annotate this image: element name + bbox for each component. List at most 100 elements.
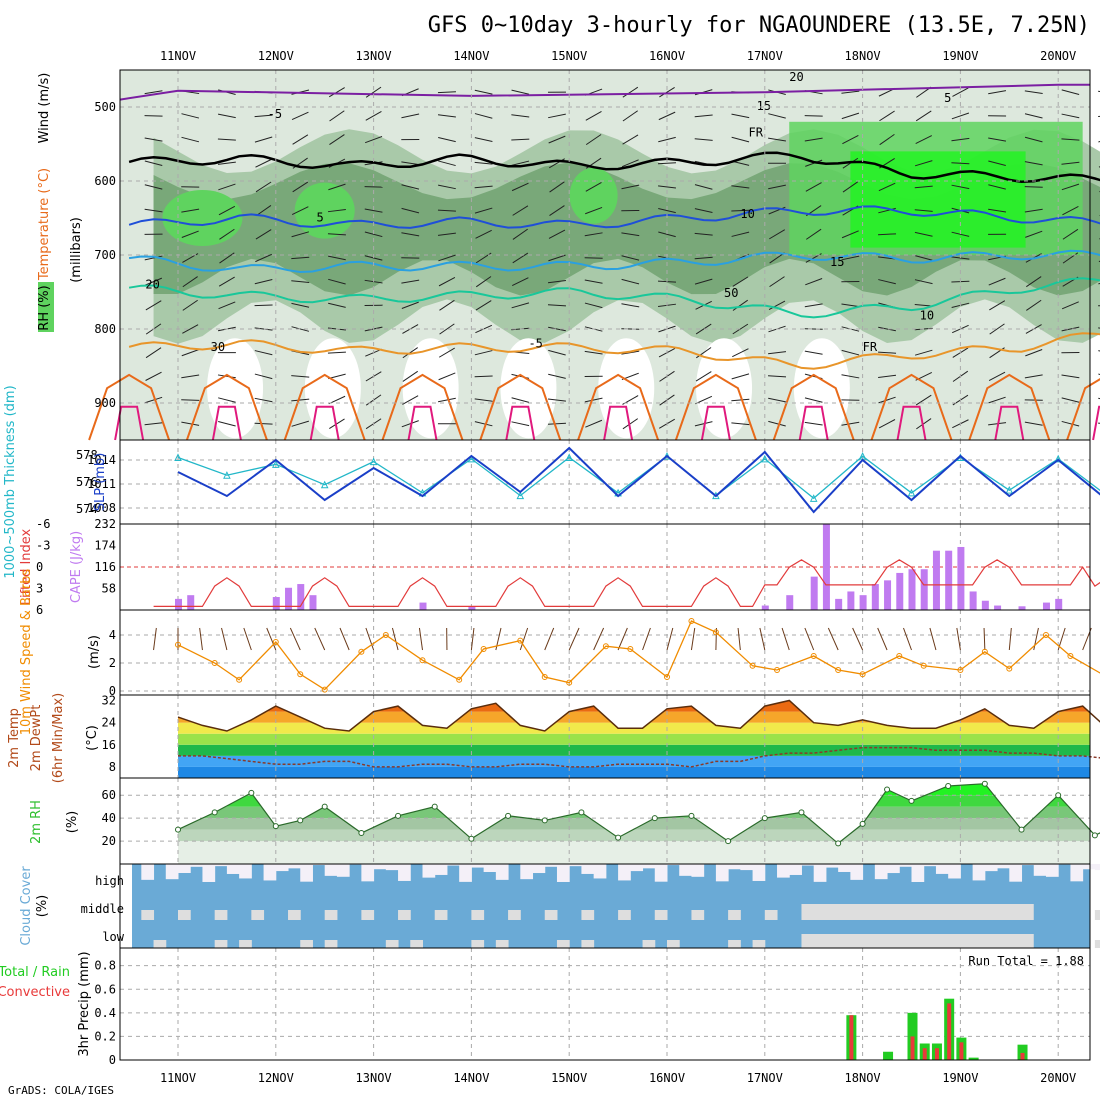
isotherm-25 [1066,378,1100,441]
wind-barb [548,326,566,332]
wind-barb [364,231,383,238]
rh-dry-pocket [304,338,361,439]
precip-axis-label: 3hr Precip (mm) [77,951,92,1056]
isotherm-15 [128,277,1100,319]
high-cloud-gap [813,864,827,882]
middle-cloud-block [813,904,827,920]
temp-tick-label: 24 [102,716,116,730]
wind-speed-point [859,671,866,678]
high-cloud-gap [385,864,399,871]
low-cloud-block [471,940,485,948]
contour-label: 15 [830,255,844,269]
surface-wind-barb [519,627,529,651]
temp-color-band [178,755,1090,767]
wind-barb [512,228,528,240]
high-cloud-gap [263,864,277,881]
wind-barb [511,89,530,95]
wind-barb [989,323,1005,335]
wind-speed-line [177,620,1100,691]
wind-speed-point [358,648,365,655]
wind-barb [694,278,713,285]
wind-barb [694,138,713,141]
wind-barb [695,323,712,335]
surface-wind-barb [983,627,986,651]
rh-point [321,803,328,810]
wind-barb [182,324,199,334]
high-cloud-gap [214,864,228,867]
surface-wind-barb [617,627,628,651]
wind-barb [988,137,1007,142]
high-cloud-gap [459,864,472,882]
high-cloud-gap [1082,864,1096,870]
wind-barb [438,184,456,190]
isotherm-20 [128,332,1100,370]
wind-barb [1024,90,1043,94]
wind-barb [694,232,713,236]
wind-barb [219,228,235,240]
wind-barb [805,228,822,240]
rh-point [211,809,218,816]
wind-barb [181,136,200,143]
wind-barb [548,349,566,356]
wind-barb [547,304,566,307]
surface-wind-barb [929,627,937,651]
high-cloud-gap [312,864,326,866]
high-cloud-gap [838,864,851,872]
rh-point [1055,792,1062,799]
wind-barb [365,86,382,98]
wind-barb [658,208,676,214]
surface-wind-barb [153,627,157,651]
isotherm-25 [381,373,464,441]
high-cloud-gap [483,864,497,873]
isotherm-5 [128,205,1100,229]
wind-barb [1061,161,1080,165]
thickness-point [320,480,329,489]
wind-barb [878,233,897,236]
wind-barb [914,349,933,356]
freezing-level-line [128,151,1100,184]
wind-barb [549,181,565,193]
thickness-point [174,453,182,462]
contour-label: 20 [145,277,159,291]
temp-tick-label: 16 [102,738,116,752]
cape-bar [896,572,904,610]
wind-barb [401,161,420,166]
wind-barb [585,111,602,121]
wind-barb [914,160,933,167]
slp-tick-label: 1008 [87,501,116,515]
li-tick-label: 6 [36,603,43,617]
wind-barb [437,114,456,118]
middle-cloud-block [1021,904,1035,920]
wind-barb [731,398,750,402]
wind-barb [254,397,273,403]
wind-barb [1024,208,1043,213]
wind-barb [694,114,713,118]
wind-barb [952,87,969,97]
wind-barb [731,136,750,143]
precip-tick-label: 0.4 [94,1006,116,1020]
middle-cloud-block [1094,910,1100,920]
high-cloud-gap [642,864,656,869]
wind-barb [511,138,530,141]
high-cloud-gap [984,864,998,872]
high-cloud-gap [1033,864,1047,876]
wind-barb [365,111,382,121]
thickness-point [369,457,378,466]
wind-barb [327,233,346,236]
middle-cloud-block [618,910,631,920]
high-cloud-gap [667,864,680,866]
wind-barb [804,350,823,355]
high-cloud-gap [471,864,485,868]
surface-wind-barb [544,627,555,651]
wind-barb [731,185,750,189]
wind-barb [474,137,493,142]
wind-barb [145,371,162,381]
x-tick-label-top: 16NOV [649,49,685,63]
high-cloud-gap [923,864,937,867]
wind-barb [438,397,456,403]
rh-color-band [178,841,1090,864]
cape-bar [810,576,818,610]
wind-barb [254,304,273,307]
wind-barb [694,256,713,260]
cape-bar [908,569,916,610]
